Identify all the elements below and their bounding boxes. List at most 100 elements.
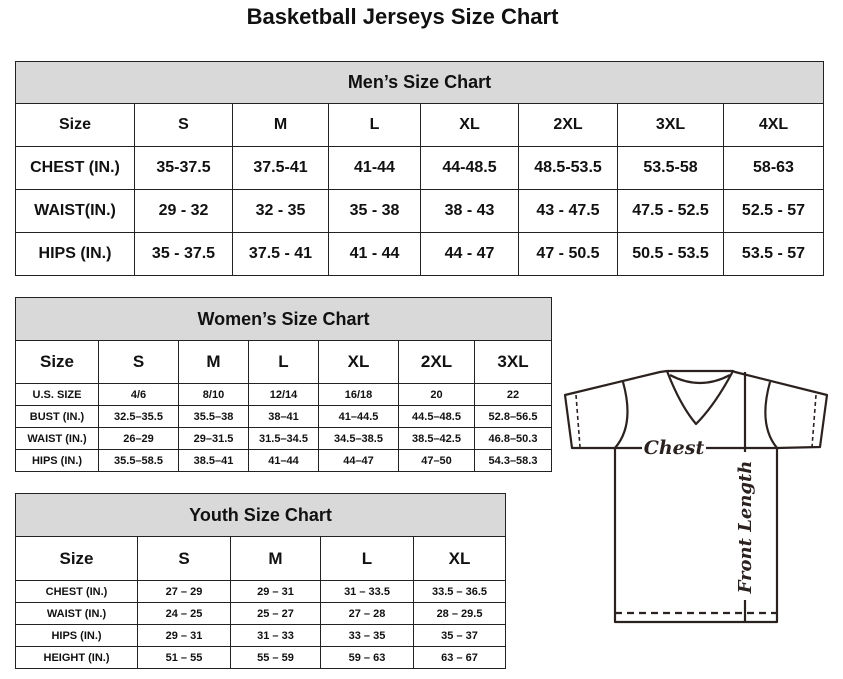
jersey-neckline <box>665 370 734 426</box>
table-cell: 44.5–48.5 <box>398 405 475 428</box>
table-cell: 33.5 – 36.5 <box>412 580 507 603</box>
table-cell: 28 – 29.5 <box>412 602 507 625</box>
table-cell: 47–50 <box>398 449 475 472</box>
row-label: BUST (IN.) <box>15 405 99 428</box>
row-label: HIPS (IN.) <box>15 449 99 472</box>
column-header: M <box>178 340 249 384</box>
table-cell: 33 – 35 <box>320 624 414 647</box>
table-cell: 35 - 37.5 <box>134 232 233 276</box>
table-cell: 37.5 - 41 <box>232 232 329 276</box>
table-cell: 27 – 29 <box>137 580 231 603</box>
column-header: 4XL <box>723 103 824 147</box>
table-cell: 55 – 59 <box>230 646 321 669</box>
column-header: Size <box>15 340 99 384</box>
table-cell: 38 - 43 <box>420 189 519 233</box>
table-cell: 51 – 55 <box>137 646 231 669</box>
table-row: WAIST (IN.) 26–29 29–31.5 31.5–34.5 34.5–38.… <box>15 427 553 450</box>
table-row: U.S. SIZE 4/6 8/10 12/14 16/18 20 22 <box>15 383 553 406</box>
table-cell: 35 - 38 <box>328 189 421 233</box>
front-length-label: Front Length <box>735 461 756 595</box>
table-cell: 53.5-58 <box>617 146 724 190</box>
table-cell: 31 – 33.5 <box>320 580 414 603</box>
table-cell: 37.5-41 <box>232 146 329 190</box>
column-header: 2XL <box>398 340 475 384</box>
table-cell: 44-48.5 <box>420 146 519 190</box>
table-row: HIPS (IN.) 29 – 31 31 – 33 33 – 35 35 – 37 <box>15 624 507 647</box>
table-cell: 50.5 - 53.5 <box>617 232 724 276</box>
jersey-armhole-right <box>764 381 778 449</box>
table-cell: 47 - 50.5 <box>518 232 618 276</box>
row-label: CHEST (IN.) <box>15 146 135 190</box>
table-row: CHEST (IN.) 35-37.5 37.5-41 41-44 44-48.5 48.… <box>15 146 824 190</box>
table-cell: 24 – 25 <box>137 602 231 625</box>
men-chart-caption: Men’s Size Chart <box>15 61 824 104</box>
jersey-diagram: Chest Front Length <box>563 369 829 624</box>
table-cell: 20 <box>398 383 475 406</box>
table-cell: 4/6 <box>98 383 179 406</box>
table-cell: 41–44 <box>248 449 319 472</box>
header-row: Size S M L XL 2XL 3XL 4XL <box>15 103 824 147</box>
table-cell: 52.5 - 57 <box>723 189 824 233</box>
header-row: Size S M L XL <box>15 536 507 581</box>
table-cell: 47.5 - 52.5 <box>617 189 724 233</box>
table-cell: 58-63 <box>723 146 824 190</box>
table-cell: 29 – 31 <box>230 580 321 603</box>
column-header: M <box>232 103 329 147</box>
column-header: Size <box>15 103 135 147</box>
table-cell: 29–31.5 <box>178 427 249 450</box>
table-cell: 38.5–42.5 <box>398 427 475 450</box>
table-cell: 35.5–38 <box>178 405 249 428</box>
table-cell: 59 – 63 <box>320 646 414 669</box>
column-header: L <box>248 340 319 384</box>
youth-chart-caption: Youth Size Chart <box>14 493 507 537</box>
table-cell: 8/10 <box>178 383 249 406</box>
table-cell: 16/18 <box>318 383 399 406</box>
row-label: WAIST(IN.) <box>15 189 135 233</box>
table-row: WAIST (IN.) 24 – 25 25 – 27 27 – 28 28 – 29.… <box>15 602 507 625</box>
row-label: HIPS (IN.) <box>15 624 138 647</box>
table-cell: 29 - 32 <box>134 189 233 233</box>
column-header: XL <box>318 340 399 384</box>
table-cell: 53.5 - 57 <box>723 232 824 276</box>
table-cell: 44–47 <box>318 449 399 472</box>
table-cell: 31.5–34.5 <box>248 427 319 450</box>
table-cell: 52.8–56.5 <box>473 405 553 428</box>
table-cell: 41–44.5 <box>318 405 399 428</box>
table-cell: 32.5–35.5 <box>98 405 179 428</box>
table-cell: 35 – 37 <box>412 624 507 647</box>
table-cell: 54.3–58.3 <box>473 449 553 472</box>
table-row: BUST (IN.) 32.5–35.5 35.5–38 38–41 41–44.5 44… <box>15 405 553 428</box>
table-cell: 27 – 28 <box>320 602 414 625</box>
table-cell: 26–29 <box>98 427 179 450</box>
table-cell: 41-44 <box>328 146 421 190</box>
women-chart-caption: Women’s Size Chart <box>14 297 553 341</box>
row-label: U.S. SIZE <box>15 383 99 406</box>
column-header: S <box>98 340 179 384</box>
table-cell: 43 - 47.5 <box>518 189 618 233</box>
column-header: Size <box>15 536 138 581</box>
table-cell: 38.5–41 <box>178 449 249 472</box>
column-header: S <box>134 103 233 147</box>
column-header: 2XL <box>518 103 618 147</box>
row-label: WAIST (IN.) <box>15 427 99 450</box>
table-row: WAIST(IN.) 29 - 32 32 - 35 35 - 38 38 - 43 43… <box>15 189 824 233</box>
table-cell: 35-37.5 <box>134 146 233 190</box>
table-cell: 48.5-53.5 <box>518 146 618 190</box>
column-header: L <box>320 536 414 581</box>
column-header: XL <box>420 103 519 147</box>
table-row: HEIGHT (IN.) 51 – 55 55 – 59 59 – 63 63 – 67 <box>15 646 507 669</box>
table-cell: 46.8–50.3 <box>473 427 553 450</box>
column-header: S <box>137 536 231 581</box>
table-row: HIPS (IN.) 35.5–58.5 38.5–41 41–44 44–47 47–5… <box>15 449 553 472</box>
row-label: CHEST (IN.) <box>15 580 138 603</box>
table-cell: 25 – 27 <box>230 602 321 625</box>
table-cell: 32 - 35 <box>232 189 329 233</box>
row-label: HIPS (IN.) <box>15 232 135 276</box>
youth-size-table: Youth Size Chart Size S M L XL CHEST (IN.) 27 –… <box>14 493 507 669</box>
table-cell: 29 – 31 <box>137 624 231 647</box>
column-header: M <box>230 536 321 581</box>
header-row: Size S M L XL 2XL 3XL <box>15 340 553 384</box>
column-header: XL <box>412 536 507 581</box>
mens-size-table: Men’s Size Chart Size S M L XL 2XL 3XL 4XL CHEST … <box>15 61 824 276</box>
table-cell: 41 - 44 <box>328 232 421 276</box>
